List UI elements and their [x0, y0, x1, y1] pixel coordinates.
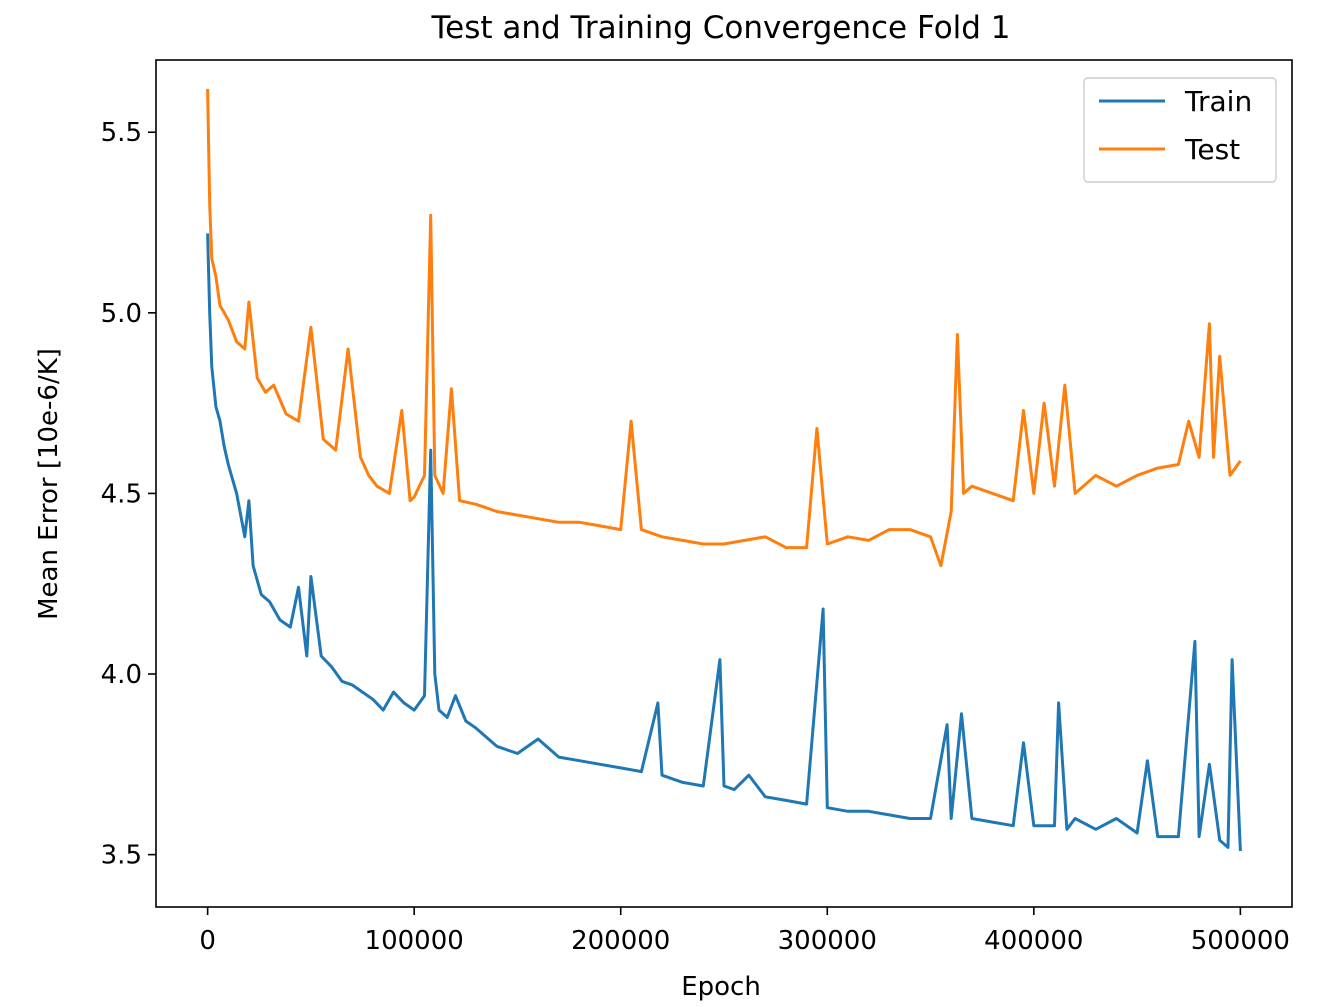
y-axis-label: Mean Error [10e-6/K] [34, 348, 64, 620]
x-tick-label: 300000 [778, 926, 877, 956]
legend-label-train: Train [1184, 85, 1252, 118]
y-tick-label: 5.5 [101, 118, 142, 148]
y-tick-label: 5.0 [101, 299, 142, 329]
plot-lines [206, 88, 1242, 852]
y-tick-label: 4.5 [101, 479, 142, 509]
plot-frame [155, 59, 1293, 908]
y-tick-label: 3.5 [101, 841, 142, 871]
y-tick-label: 4.0 [101, 660, 142, 690]
x-axis: 0 100000 200000 300000 400000 500000 [199, 907, 1290, 956]
x-tick-label: 0 [199, 926, 216, 956]
y-axis: 3.5 4.0 4.5 5.0 5.5 [101, 118, 156, 871]
x-tick-label: 200000 [571, 926, 670, 956]
x-tick-label: 100000 [365, 926, 464, 956]
x-tick-label: 500000 [1191, 926, 1290, 956]
x-tick-label: 400000 [984, 926, 1083, 956]
series-line-test [206, 88, 1242, 568]
legend-label-test: Test [1184, 133, 1240, 166]
series-line-train [206, 233, 1242, 852]
legend-box [1083, 77, 1277, 183]
legend: Train Test [1083, 77, 1277, 183]
x-axis-label: Epoch [681, 972, 761, 1002]
chart-title: Test and Training Convergence Fold 1 [430, 10, 1010, 46]
